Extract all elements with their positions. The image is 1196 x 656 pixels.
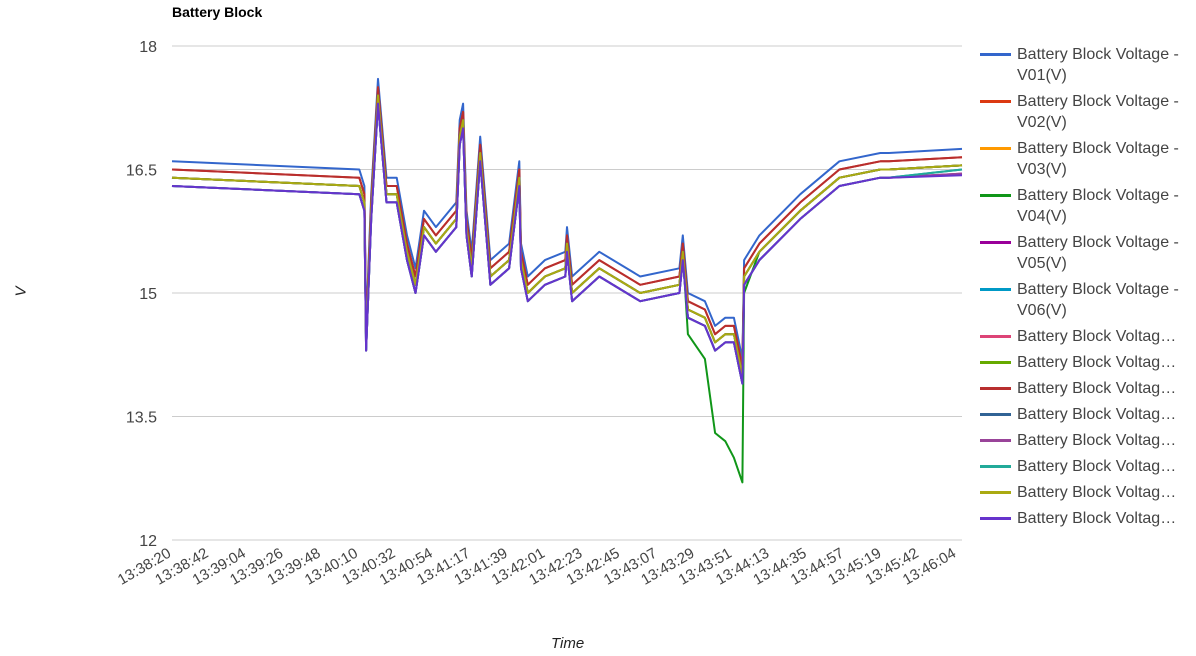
legend-item[interactable]: Battery Block Voltage… [980, 352, 1185, 373]
legend-label: Battery Block Voltage… [1017, 380, 1185, 397]
legend-item[interactable]: Battery Block Voltage - V06(V) [980, 279, 1185, 321]
y-tick-label: 18 [139, 39, 157, 56]
legend-swatch [980, 53, 1011, 56]
legend: Battery Block Voltage - V01(V) Battery Bl… [980, 44, 1196, 534]
legend-swatch [980, 100, 1011, 103]
x-axis-label: Time [551, 635, 585, 652]
legend-item[interactable]: Battery Block Voltage… [980, 456, 1185, 477]
legend-item[interactable]: Battery Block Voltage… [980, 404, 1185, 425]
legend-label: Battery Block Voltage - V06(V) [1017, 281, 1179, 319]
legend-item[interactable]: Battery Block Voltage… [980, 430, 1185, 451]
series-line-9 [171, 86, 963, 369]
chart-title: Battery Block [172, 4, 263, 20]
legend-label: Battery Block Voltage… [1017, 432, 1185, 449]
legend-swatch [980, 387, 1011, 390]
legend-swatch [980, 491, 1011, 494]
legend-swatch [980, 517, 1011, 520]
legend-swatch [980, 335, 1011, 338]
series-line-13 [171, 94, 963, 377]
legend-swatch [980, 361, 1011, 364]
y-tick-label: 15 [139, 286, 157, 303]
legend-item[interactable]: Battery Block Voltage - V01(V) [980, 44, 1185, 86]
y-tick-label: 16.5 [126, 163, 157, 180]
legend-item[interactable]: Battery Block Voltage - V03(V) [980, 138, 1185, 180]
legend-item[interactable]: Battery Block Voltage… [980, 482, 1185, 503]
legend-label: Battery Block Voltage… [1017, 354, 1185, 371]
legend-swatch [980, 147, 1011, 150]
legend-label: Battery Block Voltage - V03(V) [1017, 140, 1179, 178]
legend-label: Battery Block Voltage… [1017, 510, 1185, 527]
legend-item[interactable]: Battery Block Voltage - V04(V) [980, 185, 1185, 227]
legend-swatch [980, 413, 1011, 416]
legend-swatch [980, 439, 1011, 442]
legend-label: Battery Block Voltage - V04(V) [1017, 187, 1179, 225]
y-tick-label: 13.5 [126, 410, 157, 427]
series-line-1 [171, 77, 963, 360]
legend-label: Battery Block Voltage - V05(V) [1017, 234, 1179, 272]
legend-label: Battery Block Voltage… [1017, 328, 1185, 345]
y-tick-label: 12 [139, 533, 157, 550]
legend-label: Battery Block Voltage - V01(V) [1017, 46, 1179, 84]
legend-swatch [980, 465, 1011, 468]
legend-label: Battery Block Voltage… [1017, 458, 1185, 475]
legend-item[interactable]: Battery Block Voltage… [980, 378, 1185, 399]
legend-item[interactable]: Battery Block Voltage… [980, 508, 1185, 529]
legend-label: Battery Block Voltage - V02(V) [1017, 93, 1179, 131]
legend-label: Battery Block Voltage… [1017, 406, 1185, 423]
legend-item[interactable]: Battery Block Voltage - V05(V) [980, 232, 1185, 274]
legend-swatch [980, 241, 1011, 244]
legend-label: Battery Block Voltage… [1017, 484, 1185, 501]
legend-swatch [980, 288, 1011, 291]
series-line-4 [171, 94, 963, 484]
legend-item[interactable]: Battery Block Voltage - V02(V) [980, 91, 1185, 133]
legend-item[interactable]: Battery Block Voltage… [980, 326, 1185, 347]
legend-swatch [980, 194, 1011, 197]
series-line-14 [171, 102, 963, 385]
